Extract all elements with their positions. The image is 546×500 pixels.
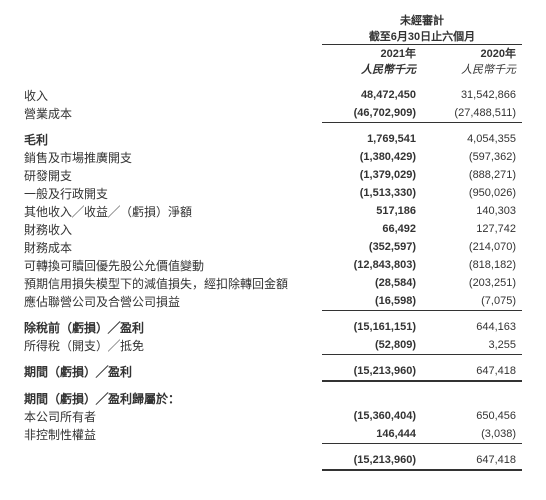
- val-assoc-2021: (16,598): [322, 293, 422, 311]
- val-tax-2021: (52,809): [322, 337, 422, 355]
- val-dbl-2020: [422, 381, 522, 382]
- table-row: 應佔聯營公司及合營公司損益 (16,598) (7,075): [24, 293, 522, 311]
- val-gross-2021: 1,769,541: [322, 131, 422, 149]
- val-fincost-2021: (352,597): [322, 239, 422, 257]
- label-revenue: 收入: [24, 87, 322, 105]
- label-nci: 非控制性權益: [24, 426, 322, 444]
- table-row: [24, 470, 522, 471]
- label-finincome: 財務收入: [24, 221, 322, 239]
- period-label: 截至6月30日止六個月: [322, 28, 522, 45]
- label-owners: 本公司所有者: [24, 408, 322, 426]
- val-selling-2020: (597,362): [422, 149, 522, 167]
- val-dbl-2021: [322, 381, 422, 382]
- table-row: 期間（虧損）╱盈利 (15,213,960) 647,418: [24, 363, 522, 381]
- val-netprofit-2021: (15,213,960): [322, 363, 422, 381]
- table-row: 非控制性權益 146,444 (3,038): [24, 426, 522, 444]
- table-row: 財務成本 (352,597) (214,070): [24, 239, 522, 257]
- label-admin: 一般及行政開支: [24, 185, 322, 203]
- year-2021: 2021年: [322, 45, 422, 61]
- val-credit-2020: (203,251): [422, 275, 522, 293]
- val-rd-2021: (1,379,029): [322, 167, 422, 185]
- label-cost: 營業成本: [24, 105, 322, 123]
- table-row: 收入 48,472,450 31,542,866: [24, 87, 522, 105]
- val-owners-2020: 650,456: [422, 408, 522, 426]
- label-pbt: 除稅前（虧損）╱盈利: [24, 319, 322, 337]
- label-netprofit: 期間（虧損）╱盈利: [24, 363, 322, 381]
- val-nci-2021: 146,444: [322, 426, 422, 444]
- val-other-2020: 140,303: [422, 203, 522, 221]
- table-row: 預期信用損失模型下的減值損失，經扣除轉回金額 (28,584) (203,251…: [24, 275, 522, 293]
- table-row: 可轉換可贖回優先股公允價值變動 (12,843,803) (818,182): [24, 257, 522, 275]
- val-other-2021: 517,186: [322, 203, 422, 221]
- label-convpref: 可轉換可贖回優先股公允價值變動: [24, 257, 322, 275]
- label-tax: 所得稅（開支）╱抵免: [24, 337, 322, 355]
- table-row: 期間（虧損）╱盈利歸屬於：: [24, 390, 522, 408]
- label-selling: 銷售及市場推廣開支: [24, 149, 322, 167]
- val-total-2021: (15,213,960): [322, 452, 422, 470]
- val-netprofit-2020: 647,418: [422, 363, 522, 381]
- val-admin-2021: (1,513,330): [322, 185, 422, 203]
- val-selling-2021: (1,380,429): [322, 149, 422, 167]
- table-row: 一般及行政開支 (1,513,330) (950,026): [24, 185, 522, 203]
- val-nci-2020: (3,038): [422, 426, 522, 444]
- label-assoc: 應佔聯營公司及合營公司損益: [24, 293, 322, 311]
- val-revenue-2020: 31,542,866: [422, 87, 522, 105]
- label-fincost: 財務成本: [24, 239, 322, 257]
- unit-2020: 人民幣千元: [422, 61, 522, 77]
- table-row: (15,213,960) 647,418: [24, 452, 522, 470]
- val-finincome-2020: 127,742: [422, 221, 522, 239]
- table-row: 所得稅（開支）╱抵免 (52,809) 3,255: [24, 337, 522, 355]
- label-rd: 研發開支: [24, 167, 322, 185]
- table-row: 毛利 1,769,541 4,054,355: [24, 131, 522, 149]
- label-gross: 毛利: [24, 131, 322, 149]
- table-row: 財務收入 66,492 127,742: [24, 221, 522, 239]
- val-rd-2020: (888,271): [422, 167, 522, 185]
- table-row: 除稅前（虧損）╱盈利 (15,161,151) 644,163: [24, 319, 522, 337]
- table-row: 其他收入╱收益╱（虧損）淨額 517,186 140,303: [24, 203, 522, 221]
- val-credit-2021: (28,584): [322, 275, 422, 293]
- table-row: 營業成本 (46,702,909) (27,488,511): [24, 105, 522, 123]
- val-cost-2021: (46,702,909): [322, 105, 422, 123]
- val-admin-2020: (950,026): [422, 185, 522, 203]
- label-attrib: 期間（虧損）╱盈利歸屬於：: [24, 390, 322, 408]
- table-row: 本公司所有者 (15,360,404) 650,456: [24, 408, 522, 426]
- val-assoc-2020: (7,075): [422, 293, 522, 311]
- val-total-2020: 647,418: [422, 452, 522, 470]
- year-2020: 2020年: [422, 45, 522, 61]
- val-pbt-2020: 644,163: [422, 319, 522, 337]
- val-finincome-2021: 66,492: [322, 221, 422, 239]
- val-owners-2021: (15,360,404): [322, 408, 422, 426]
- table-row: 銷售及市場推廣開支 (1,380,429) (597,362): [24, 149, 522, 167]
- val-tax-2020: 3,255: [422, 337, 522, 355]
- table-header: 未經審計 截至6月30日止六個月 2021年 2020年 人民幣千元 人民幣千元: [24, 12, 522, 77]
- table-row: 研發開支 (1,379,029) (888,271): [24, 167, 522, 185]
- label-credit: 預期信用損失模型下的減值損失，經扣除轉回金額: [24, 275, 322, 293]
- audit-status: 未經審計: [322, 12, 522, 28]
- val-gross-2020: 4,054,355: [422, 131, 522, 149]
- label-other: 其他收入╱收益╱（虧損）淨額: [24, 203, 322, 221]
- val-fincost-2020: (214,070): [422, 239, 522, 257]
- val-convpref-2020: (818,182): [422, 257, 522, 275]
- unit-2021: 人民幣千元: [322, 61, 422, 77]
- val-revenue-2021: 48,472,450: [322, 87, 422, 105]
- val-pbt-2021: (15,161,151): [322, 319, 422, 337]
- table-row: [24, 381, 522, 382]
- val-convpref-2021: (12,843,803): [322, 257, 422, 275]
- val-cost-2020: (27,488,511): [422, 105, 522, 123]
